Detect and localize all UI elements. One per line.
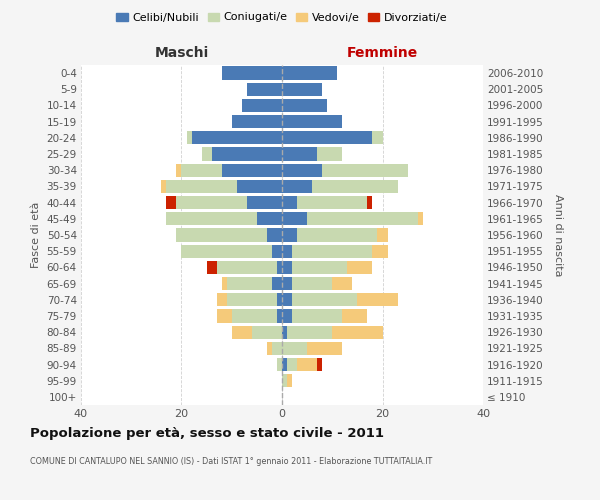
Bar — [287, 326, 332, 339]
Bar — [347, 260, 373, 274]
Bar — [166, 180, 237, 193]
Bar — [272, 342, 282, 355]
Bar — [232, 310, 277, 322]
Bar — [166, 196, 176, 209]
Bar — [267, 228, 282, 241]
Bar — [282, 66, 337, 80]
Bar — [377, 228, 388, 241]
Bar — [307, 342, 343, 355]
Bar — [282, 148, 317, 160]
Bar — [373, 131, 383, 144]
Bar — [217, 310, 232, 322]
Bar — [282, 277, 292, 290]
Text: COMUNE DI CANTALUPO NEL SANNIO (IS) - Dati ISTAT 1° gennaio 2011 - Elaborazione : COMUNE DI CANTALUPO NEL SANNIO (IS) - Da… — [30, 458, 432, 466]
Bar — [277, 260, 282, 274]
Bar — [292, 293, 358, 306]
Bar — [206, 260, 217, 274]
Bar — [182, 164, 222, 177]
Bar — [272, 277, 282, 290]
Bar — [282, 131, 373, 144]
Bar — [212, 148, 282, 160]
Bar — [202, 148, 212, 160]
Bar — [292, 260, 347, 274]
Bar — [242, 99, 282, 112]
Bar — [222, 164, 282, 177]
Bar — [277, 293, 282, 306]
Bar — [307, 212, 418, 226]
Bar — [187, 131, 191, 144]
Bar — [282, 228, 297, 241]
Bar — [247, 82, 282, 96]
Bar — [232, 326, 252, 339]
Bar — [176, 196, 247, 209]
Bar — [257, 212, 282, 226]
Bar — [282, 244, 292, 258]
Bar — [297, 358, 317, 371]
Bar — [282, 99, 327, 112]
Bar — [282, 82, 322, 96]
Y-axis label: Fasce di età: Fasce di età — [31, 202, 41, 268]
Bar — [247, 196, 282, 209]
Bar — [282, 358, 287, 371]
Bar — [317, 358, 322, 371]
Bar — [267, 342, 272, 355]
Bar — [282, 180, 312, 193]
Bar — [282, 293, 292, 306]
Bar — [332, 326, 383, 339]
Y-axis label: Anni di nascita: Anni di nascita — [553, 194, 563, 276]
Bar — [237, 180, 282, 193]
Bar — [282, 260, 292, 274]
Bar — [282, 196, 297, 209]
Bar — [292, 277, 332, 290]
Bar — [282, 342, 307, 355]
Bar — [227, 293, 277, 306]
Bar — [282, 212, 307, 226]
Bar — [287, 358, 297, 371]
Bar — [332, 277, 352, 290]
Text: Popolazione per età, sesso e stato civile - 2011: Popolazione per età, sesso e stato civil… — [30, 428, 384, 440]
Bar — [282, 326, 287, 339]
Bar — [176, 228, 267, 241]
Bar — [287, 374, 292, 388]
Legend: Celibi/Nubili, Coniugati/e, Vedovi/e, Divorziati/e: Celibi/Nubili, Coniugati/e, Vedovi/e, Di… — [112, 8, 452, 27]
Bar — [312, 180, 398, 193]
Bar — [222, 277, 227, 290]
Bar — [317, 148, 343, 160]
Bar — [182, 244, 272, 258]
Bar — [343, 310, 367, 322]
Bar — [272, 244, 282, 258]
Bar — [161, 180, 166, 193]
Bar — [322, 164, 407, 177]
Bar — [222, 66, 282, 80]
Bar — [176, 164, 182, 177]
Bar — [217, 293, 227, 306]
Bar — [277, 310, 282, 322]
Bar — [191, 131, 282, 144]
Bar — [217, 260, 277, 274]
Bar — [252, 326, 282, 339]
Bar — [367, 196, 373, 209]
Bar — [282, 310, 292, 322]
Bar — [232, 115, 282, 128]
Bar — [292, 310, 343, 322]
Bar — [282, 115, 343, 128]
Text: Maschi: Maschi — [154, 46, 209, 60]
Bar — [358, 293, 398, 306]
Bar — [418, 212, 423, 226]
Bar — [282, 164, 322, 177]
Bar — [373, 244, 388, 258]
Bar — [282, 374, 287, 388]
Bar — [166, 212, 257, 226]
Bar — [297, 228, 377, 241]
Bar — [297, 196, 367, 209]
Bar — [277, 358, 282, 371]
Bar — [227, 277, 272, 290]
Bar — [292, 244, 373, 258]
Text: Femmine: Femmine — [347, 46, 418, 60]
